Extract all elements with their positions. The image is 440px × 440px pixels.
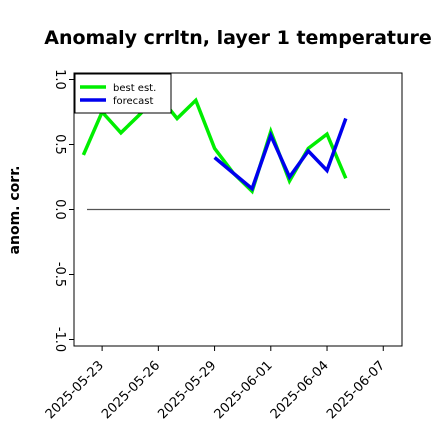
y-tick-label: -0.5 — [52, 262, 67, 287]
x-tick-label: 2025-06-01 — [212, 358, 276, 422]
y-tick-label: -1.0 — [52, 327, 67, 352]
legend-label: forecast — [113, 96, 154, 107]
legend-box — [74, 73, 172, 114]
legend: best est. forecast — [74, 73, 172, 114]
axes: 1.00.50.0-0.5-1.02025-05-232025-05-26202… — [43, 69, 388, 422]
x-tick-label: 2025-05-23 — [43, 358, 107, 422]
x-tick-label: 2025-05-26 — [99, 358, 163, 422]
x-tick-label: 2025-06-07 — [324, 358, 388, 422]
y-tick-label: 0.5 — [52, 134, 67, 155]
y-tick-label: 1.0 — [52, 69, 67, 90]
x-tick-label: 2025-06-04 — [268, 358, 332, 422]
legend-label: best est. — [113, 83, 156, 94]
series-line-forecast — [213, 117, 348, 192]
y-axis-label: anom. corr. — [7, 166, 23, 255]
chart-title: Anomaly crrltn, layer 1 temperature — [44, 27, 432, 49]
x-tick-label: 2025-05-29 — [155, 358, 219, 422]
y-tick-label: 0.0 — [52, 199, 67, 220]
series-lines — [81, 92, 348, 195]
